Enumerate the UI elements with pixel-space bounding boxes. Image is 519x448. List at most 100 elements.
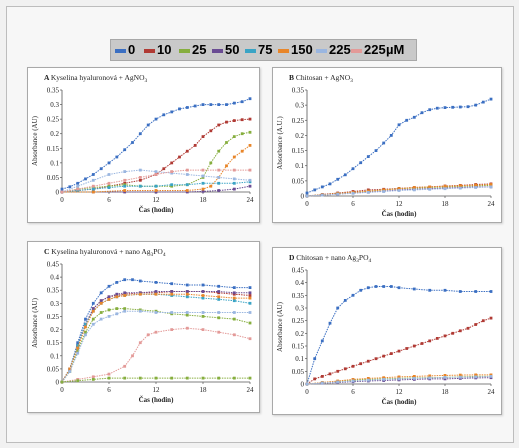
data-point	[232, 317, 236, 321]
x-tick-label: 18	[442, 388, 450, 396]
data-point	[451, 105, 455, 109]
data-point	[458, 375, 462, 379]
panel-letter: C	[44, 247, 51, 256]
data-point	[412, 287, 416, 291]
chart-title-text: Chitosan + nano Ag	[296, 253, 356, 262]
data-point	[397, 189, 401, 192]
series-line	[61, 308, 251, 383]
y-tick-label: 0	[56, 189, 60, 197]
data-point	[248, 180, 252, 184]
legend-swatch	[245, 48, 256, 53]
data-point	[466, 326, 470, 330]
y-tick-label: 0.3	[295, 102, 304, 110]
data-point	[123, 376, 127, 380]
x-axis-label: Čas (hodin)	[139, 206, 174, 214]
data-point	[178, 107, 181, 111]
data-point	[193, 104, 197, 108]
data-point	[248, 97, 252, 101]
legend-swatch	[316, 48, 327, 53]
chart-title-subscript: 3	[144, 78, 147, 84]
data-point	[76, 343, 80, 347]
data-point	[115, 295, 119, 299]
x-axis-label: Čas (hodin)	[382, 398, 417, 406]
data-point	[351, 293, 355, 297]
data-point	[99, 167, 103, 171]
data-point	[217, 284, 221, 288]
data-point	[232, 101, 236, 105]
data-point	[240, 100, 244, 104]
x-tick-label: 0	[60, 386, 64, 394]
data-point	[107, 186, 111, 189]
legend-item: 75	[245, 42, 272, 58]
data-point	[248, 294, 252, 297]
data-point	[91, 184, 95, 188]
legend-swatch	[115, 48, 126, 53]
data-point	[201, 181, 205, 185]
data-point	[232, 376, 236, 380]
data-point	[305, 382, 309, 386]
data-point	[248, 311, 252, 314]
data-point	[76, 184, 80, 188]
legend-label: 0	[128, 42, 136, 57]
y-tick-label: 0	[301, 381, 305, 389]
data-point	[170, 184, 174, 188]
data-point	[91, 322, 95, 326]
data-point	[68, 367, 72, 371]
data-point	[107, 181, 111, 185]
data-point	[115, 281, 119, 284]
chart-title-text: Kyselina hyaluronová + nano Ag	[51, 247, 150, 256]
data-point	[170, 328, 174, 331]
y-tick-label: 0.4	[295, 279, 304, 287]
data-point	[248, 291, 252, 295]
data-point	[91, 178, 95, 182]
data-point	[389, 352, 393, 355]
data-point	[146, 333, 150, 337]
data-point	[232, 292, 236, 296]
data-point	[201, 283, 205, 287]
data-point	[76, 341, 80, 345]
data-point	[397, 286, 401, 290]
data-point	[201, 294, 205, 297]
data-point	[343, 299, 347, 302]
data-point	[91, 187, 95, 191]
data-point	[366, 359, 370, 363]
data-point	[320, 381, 324, 385]
data-point	[217, 295, 221, 299]
data-point	[232, 333, 236, 337]
data-point	[458, 186, 462, 190]
data-point	[76, 187, 80, 191]
data-point	[185, 283, 189, 287]
data-point	[91, 173, 95, 176]
series-line	[306, 98, 492, 194]
data-point	[138, 184, 142, 188]
data-point	[201, 168, 205, 172]
legend-label: 150	[291, 42, 313, 57]
data-point	[225, 164, 228, 168]
y-tick-label: 0.3	[50, 300, 59, 308]
chart-title-subscript: 3	[350, 78, 353, 84]
data-point	[60, 380, 64, 384]
data-point	[84, 325, 87, 329]
legend-item: 10	[144, 42, 171, 58]
series-line	[61, 131, 251, 193]
data-point	[68, 370, 72, 373]
data-point	[123, 294, 127, 297]
data-point	[201, 190, 205, 193]
data-point	[382, 285, 386, 288]
data-point	[248, 286, 252, 289]
data-point	[146, 123, 150, 127]
y-axis-label: Absorbance (AU)	[31, 115, 39, 166]
data-point	[99, 311, 103, 314]
data-point	[91, 307, 95, 310]
data-point	[185, 173, 189, 176]
y-tick-label: 0.05	[292, 177, 305, 185]
data-point	[154, 290, 158, 293]
legend-item: 150	[278, 42, 313, 58]
y-tick-label: 0.35	[292, 292, 305, 300]
data-point	[185, 292, 189, 296]
data-point	[489, 375, 493, 378]
data-point	[458, 329, 462, 333]
x-tick-label: 18	[200, 196, 208, 204]
data-point	[225, 141, 228, 144]
data-point	[217, 298, 221, 301]
